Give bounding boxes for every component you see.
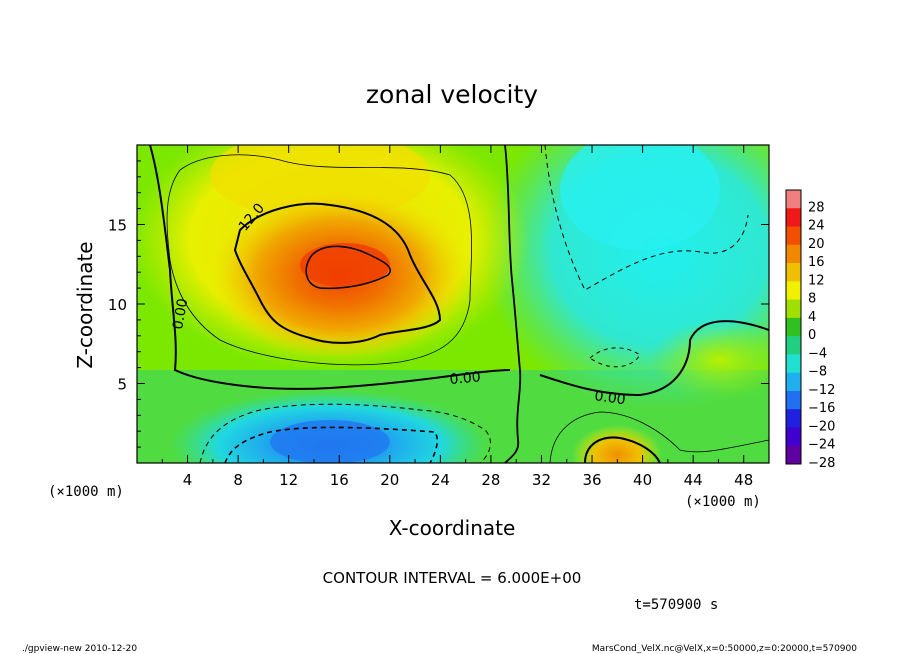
contour-18 bbox=[305, 245, 391, 290]
colorbar-label: 24 bbox=[808, 219, 825, 234]
contour-12 bbox=[233, 202, 442, 344]
colorbar-swatch bbox=[786, 226, 801, 246]
contour-6-orange bbox=[584, 436, 661, 463]
colorbar-frame bbox=[785, 189, 802, 465]
x-tick-label: 36 bbox=[582, 471, 601, 489]
colorbar-swatch bbox=[786, 390, 801, 410]
contour-label-0-right: 0.00 bbox=[593, 388, 626, 408]
y-tick-label: 5 bbox=[117, 376, 127, 394]
colorbar-label: −8 bbox=[808, 365, 827, 380]
x-tick-label: 28 bbox=[481, 471, 500, 489]
colorbar-swatch bbox=[786, 317, 801, 337]
colorbar-label: −16 bbox=[808, 401, 835, 416]
colorbar-swatch bbox=[786, 336, 801, 355]
colorbar-label: 4 bbox=[808, 310, 816, 325]
x-tick-label: 4 bbox=[183, 471, 193, 489]
x-tick-label: 20 bbox=[380, 471, 399, 489]
colorbar-swatch bbox=[786, 354, 801, 374]
colorbar-swatch bbox=[786, 409, 801, 428]
x-unit-left: (×1000 m) bbox=[48, 484, 124, 500]
contour-0-right bbox=[539, 320, 769, 397]
x-tick-label: 8 bbox=[233, 471, 243, 489]
contour-minus6-mid bbox=[589, 347, 641, 368]
region-lower-right-maximum bbox=[572, 425, 662, 463]
colorbar-label: 28 bbox=[808, 200, 825, 215]
x-unit-right: (×1000 m) bbox=[685, 494, 761, 510]
colorbar-label: −12 bbox=[808, 383, 835, 398]
contour-6 bbox=[166, 154, 472, 366]
colorbar-swatch bbox=[786, 190, 801, 209]
y-tick-label: 10 bbox=[108, 296, 127, 314]
x-axis-label: X-coordinate bbox=[389, 516, 516, 540]
colorbar-label: 12 bbox=[808, 273, 825, 288]
contour-label-0-left: 0.00 bbox=[170, 297, 191, 330]
colorbar-label: 20 bbox=[808, 237, 825, 252]
colorbar-swatch bbox=[786, 299, 801, 319]
footer-left: ./gpview-new 2010-12-20 bbox=[22, 644, 137, 654]
colorbar-label: −24 bbox=[808, 438, 835, 453]
colorbar-label: 16 bbox=[808, 255, 825, 270]
contour-6-lower-right bbox=[549, 411, 769, 463]
colorbar-label: 0 bbox=[808, 328, 816, 343]
colorbar-label: −20 bbox=[808, 419, 835, 434]
contour-interval: CONTOUR INTERVAL = 6.000E+00 bbox=[323, 569, 582, 587]
colorbar-label: −4 bbox=[808, 346, 827, 361]
y-tick-label: 15 bbox=[108, 217, 127, 235]
x-tick-label: 40 bbox=[633, 471, 652, 489]
contour-minus6-right bbox=[544, 145, 749, 291]
colorbar: 28 24 20 16 12 8 4 0 −4 −8 −12 −16 −20 −24 −28 bbox=[785, 189, 835, 471]
heatmap-field bbox=[137, 145, 769, 463]
x-tick-label: 12 bbox=[279, 471, 298, 489]
colorbar-swatch bbox=[786, 244, 801, 264]
y-axis-label: Z-coordinate bbox=[73, 241, 97, 368]
contour-minus6 bbox=[199, 403, 491, 463]
x-tick-label: 32 bbox=[532, 471, 551, 489]
colorbar-swatch bbox=[786, 372, 801, 392]
contour-0-left bbox=[149, 145, 511, 390]
x-tick-label: 24 bbox=[431, 471, 450, 489]
chart-title: zonal velocity bbox=[366, 80, 538, 109]
colorbar-label: 8 bbox=[808, 292, 816, 307]
colorbar-label: −28 bbox=[808, 456, 835, 471]
y-axis: 5 10 15 bbox=[108, 160, 769, 448]
colorbar-swatch bbox=[786, 263, 801, 282]
colorbar-swatch bbox=[786, 281, 801, 301]
x-tick-label: 16 bbox=[330, 471, 349, 489]
contour-minus12 bbox=[224, 426, 438, 463]
contour-0-vertical bbox=[504, 145, 522, 463]
time-label: t=570900 s bbox=[634, 597, 718, 613]
x-tick-label: 48 bbox=[734, 471, 753, 489]
x-tick-label: 44 bbox=[684, 471, 703, 489]
colorbar-swatch bbox=[786, 427, 801, 447]
colorbar-swatch bbox=[786, 445, 801, 465]
colorbar-swatch bbox=[786, 208, 801, 228]
contour-label-0-mid: 0.00 bbox=[449, 369, 481, 388]
x-axis: 4 8 12 16 20 24 28 32 36 40 44 48 bbox=[161, 145, 753, 489]
footer-right: MarsCond_VelX.nc@VelX,x=0:50000,z=0:2000… bbox=[592, 644, 857, 654]
